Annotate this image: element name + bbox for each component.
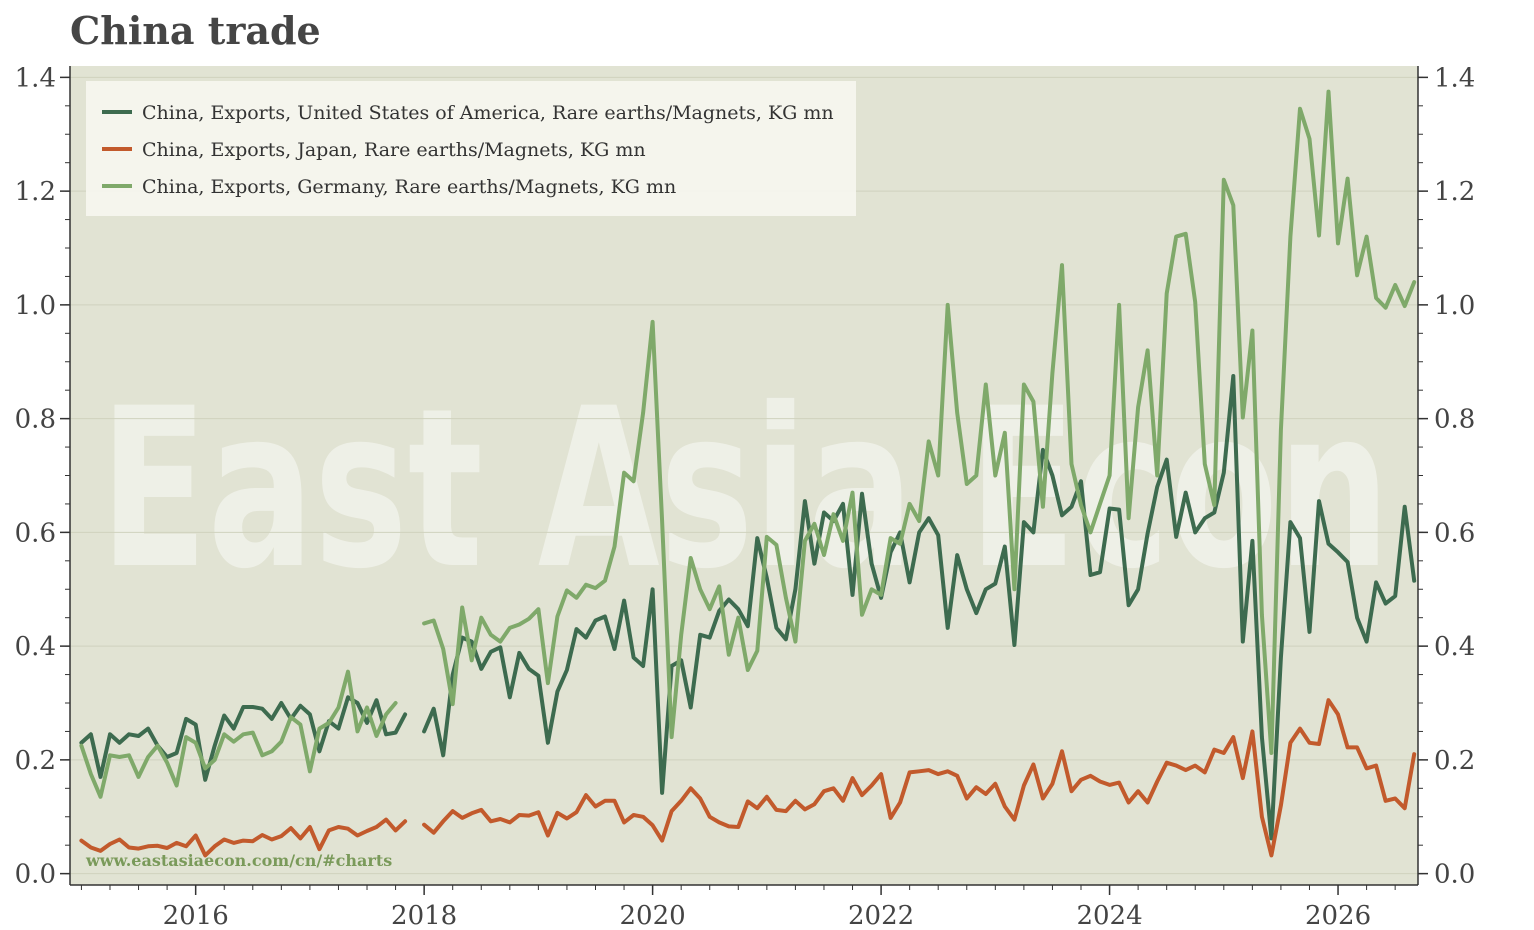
y-tick-label-right: 1.4: [1434, 63, 1475, 93]
y-tick-label-right: 0.2: [1434, 746, 1475, 776]
y-tick-label-right: 1.0: [1434, 291, 1475, 321]
y-tick-label-left: 0.0: [15, 860, 56, 890]
y-tick-label-left: 0.2: [15, 746, 56, 776]
y-tick-label-right: 0.8: [1434, 405, 1475, 435]
x-tick-label: 2016: [163, 901, 229, 930]
legend-label-2: China, Exports, Germany, Rare earths/Mag…: [142, 176, 676, 198]
x-tick-label: 2026: [1305, 901, 1371, 930]
axes: 0.0 0.0 0.2 0.2 0.4 0.4 0.6 0.6 0.8 0.8 1.0 1.0 1.2 1…: [15, 63, 1476, 930]
series-lines: [79, 89, 1417, 858]
watermark: East Asia Econ: [100, 361, 1390, 617]
y-tick-label-right: 0.0: [1434, 860, 1475, 890]
legend-box: [86, 81, 856, 216]
x-tick-label: 2020: [620, 901, 686, 930]
y-tick-label-right: 0.6: [1434, 518, 1475, 548]
y-tick-label-left: 1.2: [15, 177, 56, 207]
x-tick-label: 2018: [391, 901, 457, 930]
y-tick-label-left: 0.8: [15, 405, 56, 435]
legend-label-1: China, Exports, Japan, Rare earths/Magne…: [142, 139, 646, 161]
x-tick-label: 2024: [1076, 901, 1142, 930]
x-tick-label: 2022: [848, 901, 914, 930]
y-tick-label-left: 0.4: [15, 632, 56, 662]
series-1-line-segment-1: [422, 698, 1417, 858]
source-note: www.eastasiaecon.com/cn/#charts: [85, 851, 392, 870]
series-2-line-segment-0: [79, 669, 398, 799]
y-tick-label-right: 1.2: [1434, 177, 1475, 207]
y-tick-label-left: 1.4: [15, 63, 56, 93]
y-tick-label-left: 0.6: [15, 518, 56, 548]
y-tick-label-left: 1.0: [15, 291, 56, 321]
series-1-line-segment-0: [79, 817, 408, 858]
legend: China, Exports, United States of America…: [86, 81, 856, 216]
series-0-line-segment-1: [422, 374, 1417, 841]
chart-title: China trade: [70, 8, 321, 53]
legend-label-0: China, Exports, United States of America…: [142, 102, 834, 124]
y-tick-label-right: 0.4: [1434, 632, 1475, 662]
series-2-line-segment-1: [422, 89, 1417, 755]
